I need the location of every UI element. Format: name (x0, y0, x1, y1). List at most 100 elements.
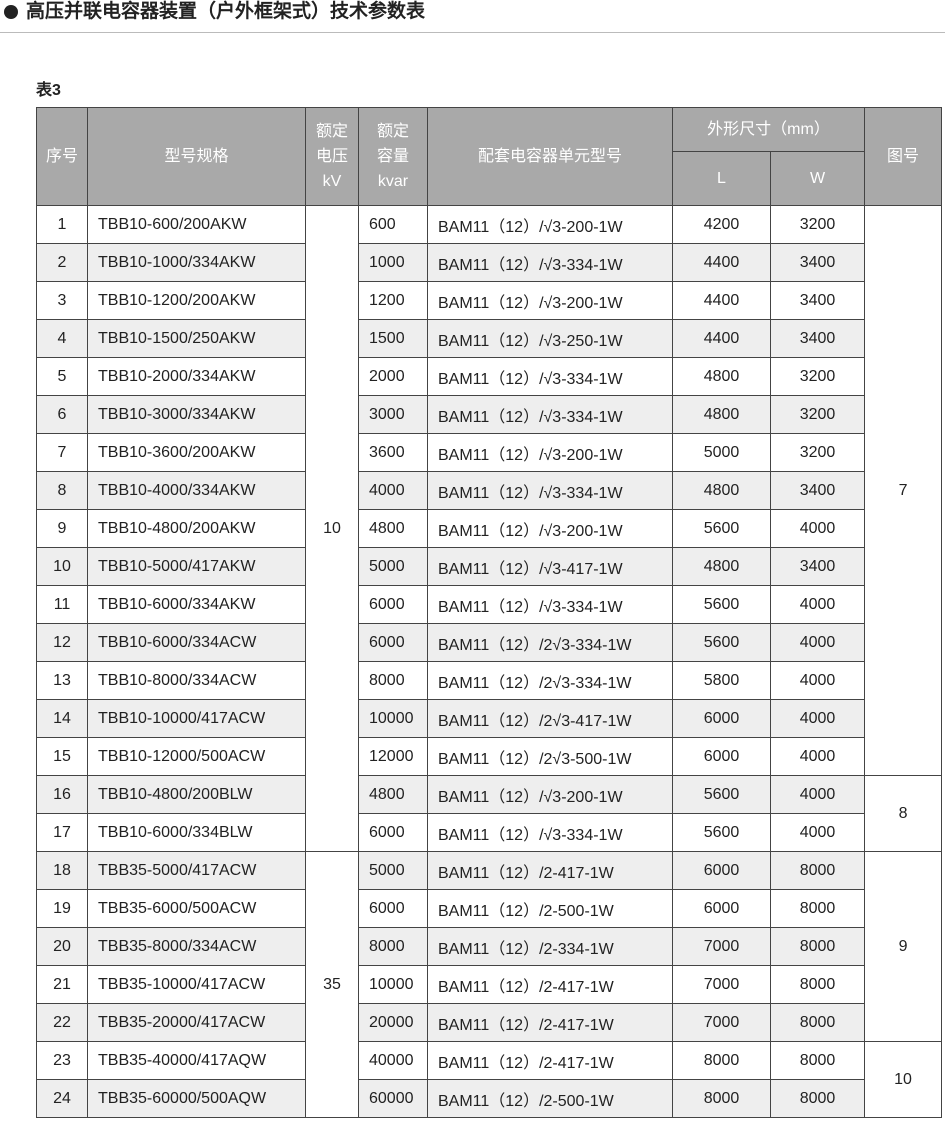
cell-unit: BAM11（12）/2√3-334-1W (427, 661, 673, 700)
cell-l: 4200 (672, 205, 771, 244)
cell-model: TBB35-8000/334ACW (87, 927, 306, 966)
cell-model: TBB10-8000/334ACW (87, 661, 306, 700)
cell-no: 16 (36, 775, 88, 814)
table-row: 3 TBB10-1200/200AKW 1200 BAM11（12）/√3-200-1… (36, 281, 942, 320)
cell-model: TBB10-6000/334ACW (87, 623, 306, 662)
cell-no: 3 (36, 281, 88, 320)
table-row: 7 TBB10-3600/200AKW 3600 BAM11（12）/√3-200-1… (36, 433, 942, 472)
cell-w: 3400 (769, 281, 866, 320)
cell-l: 4400 (672, 243, 771, 282)
table-row: 5 TBB10-2000/334AKW 2000 BAM11（12）/√3-334-1… (36, 357, 942, 396)
cell-unit: BAM11（12）/√3-417-1W (427, 547, 673, 586)
cell-model: TBB10-1200/200AKW (87, 281, 306, 320)
cell-capacity: 8000 (358, 927, 428, 966)
cell-l: 7000 (672, 965, 771, 1004)
cell-w: 4000 (769, 699, 866, 738)
cell-unit: BAM11（12）/√3-200-1W (427, 281, 673, 320)
header-cell: 配套电容器单元型号 (427, 107, 673, 206)
cell-l: 4400 (672, 319, 771, 358)
cell-capacity: 40000 (358, 1041, 428, 1080)
table-row: 8 TBB10-4000/334AKW 4000 BAM11（12）/√3-334-1… (36, 471, 942, 510)
cell-model: TBB10-6000/334AKW (87, 585, 306, 624)
cell-w: 8000 (769, 1003, 866, 1042)
header-line: kvar (377, 173, 409, 190)
cell-capacity: 20000 (358, 1003, 428, 1042)
cell-l: 4800 (672, 471, 771, 510)
cell-unit: BAM11（12）/√3-334-1W (427, 471, 673, 510)
cell-w: 4000 (769, 737, 866, 776)
cell-model: TBB10-600/200AKW (87, 205, 306, 244)
table-row: 13 TBB10-8000/334ACW 8000 BAM11（12）/2√3-334… (36, 661, 942, 700)
cell-no: 1 (36, 205, 88, 244)
cell-capacity: 4000 (358, 471, 428, 510)
cell-model: TBB10-10000/417ACW (87, 699, 306, 738)
cell-figure: 10 (864, 1041, 943, 1118)
cell-no: 9 (36, 509, 88, 548)
cell-l: 6000 (672, 699, 771, 738)
cell-l: 5600 (672, 775, 771, 814)
table-row: 22 TBB35-20000/417ACW 20000 BAM11（12）/2-417… (36, 1003, 942, 1042)
cell-unit: BAM11（12）/2√3-334-1W (427, 623, 673, 662)
cell-no: 20 (36, 927, 88, 966)
cell-no: 11 (36, 585, 88, 624)
table-row: 20 TBB35-8000/334ACW 8000 BAM11（12）/2-334-1… (36, 927, 942, 966)
cell-l: 7000 (672, 1003, 771, 1042)
cell-w: 3400 (769, 319, 866, 358)
cell-model: TBB10-1000/334AKW (87, 243, 306, 282)
cell-unit: BAM11（12）/√3-250-1W (427, 319, 673, 358)
cell-unit: BAM11（12）/√3-200-1W (427, 205, 673, 244)
header-cell: 额定 容量 kvar (358, 107, 428, 206)
table-row: 18 TBB35-5000/417ACW 35 5000 BAM11（12）/2-417… (36, 851, 943, 1118)
cell-no: 24 (36, 1079, 88, 1118)
header-cell: 额定 电压 kV (305, 107, 359, 206)
cell-unit: BAM11（12）/2-417-1W (427, 1041, 673, 1080)
cell-capacity: 5000 (358, 851, 428, 890)
spec-table: 序号 型号规格 额定 电压 kV 额定 容量 kvar 配套电容器单元型号 外形尺寸（m… (36, 107, 943, 1118)
table-row: 16 TBB10-4800/200BLW 4800 BAM11（12）/√3-200-… (36, 775, 943, 852)
cell-unit: BAM11（12）/2-334-1W (427, 927, 673, 966)
cell-w: 8000 (769, 889, 866, 928)
cell-l: 5000 (672, 433, 771, 472)
cell-w: 3400 (769, 547, 866, 586)
cell-model: TBB10-1500/250AKW (87, 319, 306, 358)
cell-capacity: 1000 (358, 243, 428, 282)
header-line: kV (322, 173, 342, 190)
cell-capacity: 6000 (358, 889, 428, 928)
cell-w: 4000 (769, 585, 866, 624)
cell-unit: BAM11（12）/√3-334-1W (427, 585, 673, 624)
cell-model: TBB10-3000/334AKW (87, 395, 306, 434)
header-cell: 型号规格 (87, 107, 306, 206)
cell-l: 5600 (672, 813, 771, 852)
cell-unit: BAM11（12）/√3-334-1W (427, 357, 673, 396)
cell-capacity: 8000 (358, 661, 428, 700)
cell-l: 4800 (672, 357, 771, 396)
cell-unit: BAM11（12）/√3-200-1W (427, 775, 673, 814)
cell-capacity: 1500 (358, 319, 428, 358)
header-line: 额定 (315, 123, 348, 140)
cell-l: 5600 (672, 585, 771, 624)
table-row: 17 TBB10-6000/334BLW 6000 BAM11（12）/√3-334-… (36, 813, 942, 852)
cell-capacity: 6000 (358, 623, 428, 662)
table-row: 6 TBB10-3000/334AKW 3000 BAM11（12）/√3-334-1… (36, 395, 942, 434)
table-row: 15 TBB10-12000/500ACW 12000 BAM11（12）/2√3-5… (36, 737, 942, 776)
cell-no: 18 (36, 851, 88, 890)
cell-w: 8000 (769, 965, 866, 1004)
table-row: 10 TBB10-5000/417AKW 5000 BAM11（12）/√3-417-… (36, 547, 942, 586)
table-row: 21 TBB35-10000/417ACW 10000 BAM11（12）/2-417… (36, 965, 942, 1004)
cell-no: 17 (36, 813, 88, 852)
cell-no: 4 (36, 319, 88, 358)
cell-capacity: 10000 (358, 965, 428, 1004)
cell-w: 3200 (769, 433, 866, 472)
cell-w: 3200 (769, 205, 866, 244)
cell-no: 22 (36, 1003, 88, 1042)
cell-no: 15 (36, 737, 88, 776)
header-line: 额定 (376, 123, 409, 140)
cell-unit: BAM11（12）/2√3-500-1W (427, 737, 673, 776)
cell-w: 3200 (769, 357, 866, 396)
cell-l: 7000 (672, 927, 771, 966)
table-row: 14 TBB10-10000/417ACW 10000 BAM11（12）/2√3-4… (36, 699, 942, 738)
table-row: 2 TBB10-1000/334AKW 1000 BAM11（12）/√3-334-1… (36, 243, 942, 282)
cell-w: 8000 (769, 851, 866, 890)
bullet (4, 5, 18, 19)
cell-model: TBB10-2000/334AKW (87, 357, 306, 396)
